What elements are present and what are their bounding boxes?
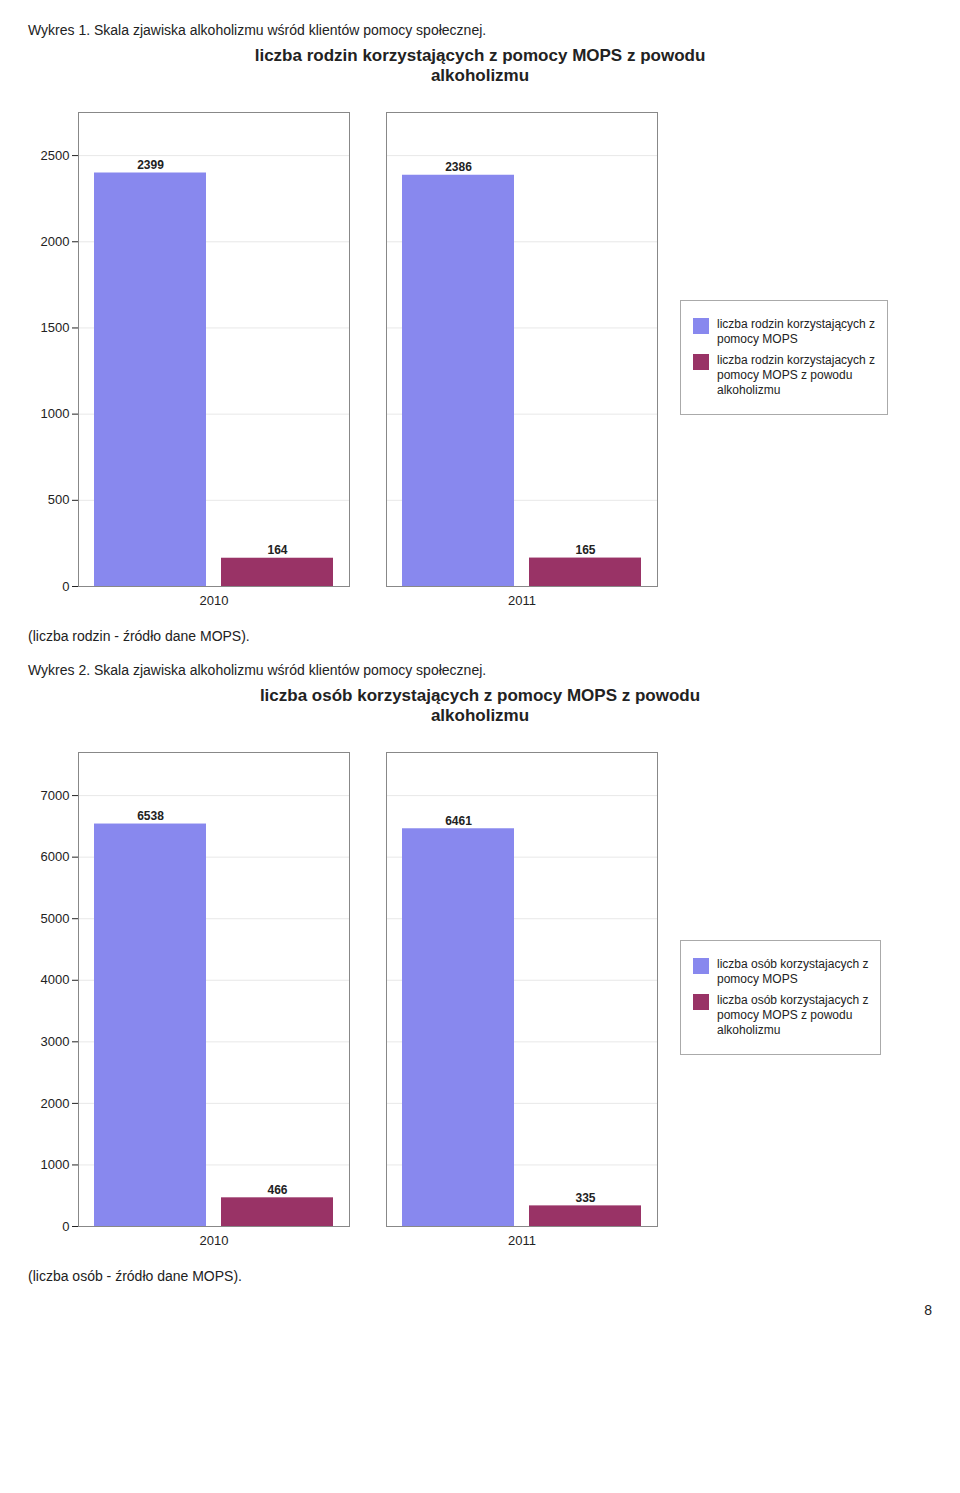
svg-text:2010: 2010 [200,1233,229,1248]
html-text:8: 8 [924,1302,932,1318]
svg-text:335: 335 [575,1191,595,1205]
html-text:(liczba rodzin - źródło dane M: (liczba rodzin - źródło dane MOPS). [28,628,250,644]
svg-text:6000: 6000 [41,849,70,864]
svg-text:5000: 5000 [41,911,70,926]
svg-text:0: 0 [62,1219,69,1234]
svg-text:165: 165 [575,543,595,557]
svg-text:3000: 3000 [41,1034,70,1049]
svg-text:164: 164 [267,543,287,557]
svg-text:2000: 2000 [41,234,70,249]
svg-text:2011: 2011 [508,1233,536,1248]
html-text:liczba rodzin korzystajacych z: liczba rodzin korzystajacych z pomocy MO… [717,352,876,397]
svg-text:500: 500 [48,492,70,507]
html-text:liczba rodzin korzystających z: liczba rodzin korzystających z pomocy MO… [254,46,706,85]
svg-text:7000: 7000 [41,788,70,803]
svg-text:4000: 4000 [41,972,70,987]
html-text:liczba osób korzystających z p: liczba osób korzystających z pomocy MOPS… [259,686,701,725]
svg-text:2386: 2386 [445,160,472,174]
svg-text:2500: 2500 [41,148,70,163]
svg-text:466: 466 [267,1183,287,1197]
html-text:Wykres 2. Skala zjawiska alkoh: Wykres 2. Skala zjawiska alkoholizmu wśr… [28,662,487,678]
svg-text:6461: 6461 [445,814,472,828]
html-text:liczba osób korzystajacych z p: liczba osób korzystajacych z pomocy MOPS… [717,992,869,1037]
svg-text:6538: 6538 [137,809,164,823]
svg-text:1500: 1500 [41,320,70,335]
svg-text:2000: 2000 [41,1096,70,1111]
svg-text:0: 0 [62,579,69,594]
html-text:(liczba osób - źródło dane MOP: (liczba osób - źródło dane MOPS). [28,1268,242,1284]
svg-text:2011: 2011 [508,593,536,608]
svg-text:1000: 1000 [41,406,70,421]
svg-text:2399: 2399 [137,158,164,172]
html-text:Wykres 1. Skala zjawiska alkoh: Wykres 1. Skala zjawiska alkoholizmu wśr… [28,22,487,38]
svg-text:2010: 2010 [200,593,229,608]
html-text:liczba osób korzystajacych z p: liczba osób korzystajacych z pomocy MOPS [717,956,869,986]
html-text:liczba rodzin korzystających z: liczba rodzin korzystających z pomocy MO… [717,316,876,346]
svg-text:1000: 1000 [41,1157,70,1172]
